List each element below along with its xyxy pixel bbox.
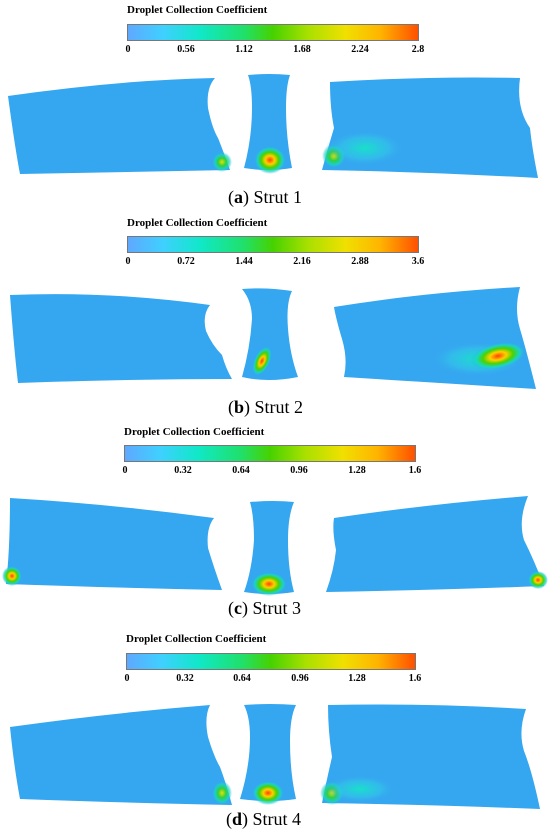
colorbar — [124, 445, 416, 462]
legend-title: Droplet Collection Coefficient — [124, 426, 265, 438]
colorbar-tick: 2.8 — [411, 44, 425, 55]
contour-field — [2, 496, 548, 596]
colorbar-tick: 0 — [125, 44, 131, 55]
colorbar-tick: 2.24 — [351, 44, 369, 55]
colorbar-tick: 0 — [124, 673, 130, 684]
left-passage — [8, 78, 230, 174]
right-passage — [326, 496, 544, 592]
colorbar-tick: 0 — [125, 256, 131, 267]
colorbar-tick: 2.16 — [293, 256, 311, 267]
strut-passage — [240, 704, 296, 801]
colorbar-tick: 0.96 — [291, 673, 309, 684]
hotspot — [528, 571, 548, 589]
colorbar-tick: 0.64 — [232, 465, 250, 476]
contour-field — [8, 74, 538, 178]
hotspot — [324, 775, 396, 803]
colorbar-tick: 1.6 — [408, 465, 422, 476]
caption: (c) Strut 3 — [228, 598, 302, 618]
left-passage — [10, 294, 232, 383]
hotspot — [252, 781, 284, 805]
colorbar-tick: 1.12 — [235, 44, 253, 55]
colorbar-tick: 0.64 — [233, 673, 251, 684]
hotspot — [2, 566, 22, 586]
hotspot — [470, 342, 526, 370]
hotspot — [212, 781, 232, 805]
colorbar-tick: 1.68 — [293, 44, 311, 55]
colorbar-tick: 1.44 — [235, 256, 253, 267]
colorbar-tick: 0.96 — [290, 465, 308, 476]
contour-field — [10, 287, 536, 389]
colorbar-tick: 3.6 — [411, 256, 425, 267]
colorbar-tick: 1.6 — [408, 673, 422, 684]
hotspot — [254, 146, 286, 174]
hotspot — [251, 572, 287, 596]
panel-strut-2: Droplet Collection Coefficient 0 0.72 1.… — [0, 213, 550, 423]
hotspot — [252, 346, 272, 376]
left-passage — [10, 705, 232, 805]
panel-strut-3: Droplet Collection Coefficient 0 0.32 0.… — [0, 422, 550, 632]
colorbar-tick: 0.56 — [177, 44, 195, 55]
strut-passage — [244, 501, 294, 594]
colorbar-tick: 0.32 — [176, 673, 194, 684]
colorbar — [126, 653, 416, 670]
colorbar-tick: 2.88 — [351, 256, 369, 267]
colorbar-tick: 1.28 — [348, 465, 366, 476]
colorbar — [127, 236, 419, 253]
colorbar-tick: 0.72 — [177, 256, 195, 267]
left-passage — [6, 498, 222, 590]
panel-strut-1: Droplet Collection Coefficient 0 0.56 1.… — [0, 0, 550, 210]
colorbar-tick: 0 — [122, 465, 128, 476]
panel-strut-4: Droplet Collection Coefficient 0 0.32 0.… — [0, 631, 550, 840]
caption: (d) Strut 4 — [226, 809, 302, 829]
hotspot — [325, 130, 405, 166]
strut-passage — [242, 288, 298, 380]
caption: (a) Strut 1 — [228, 187, 303, 207]
colorbar-tick: 1.28 — [348, 673, 366, 684]
strut-passage — [244, 74, 292, 170]
colorbar-tick: 0.32 — [174, 465, 192, 476]
hotspot — [212, 152, 232, 172]
caption: (b) Strut 2 — [228, 397, 304, 417]
legend-title: Droplet Collection Coefficient — [126, 633, 267, 645]
contour-field — [10, 704, 540, 809]
colorbar — [127, 24, 419, 41]
legend-title: Droplet Collection Coefficient — [127, 217, 268, 229]
legend-title: Droplet Collection Coefficient — [127, 4, 268, 16]
